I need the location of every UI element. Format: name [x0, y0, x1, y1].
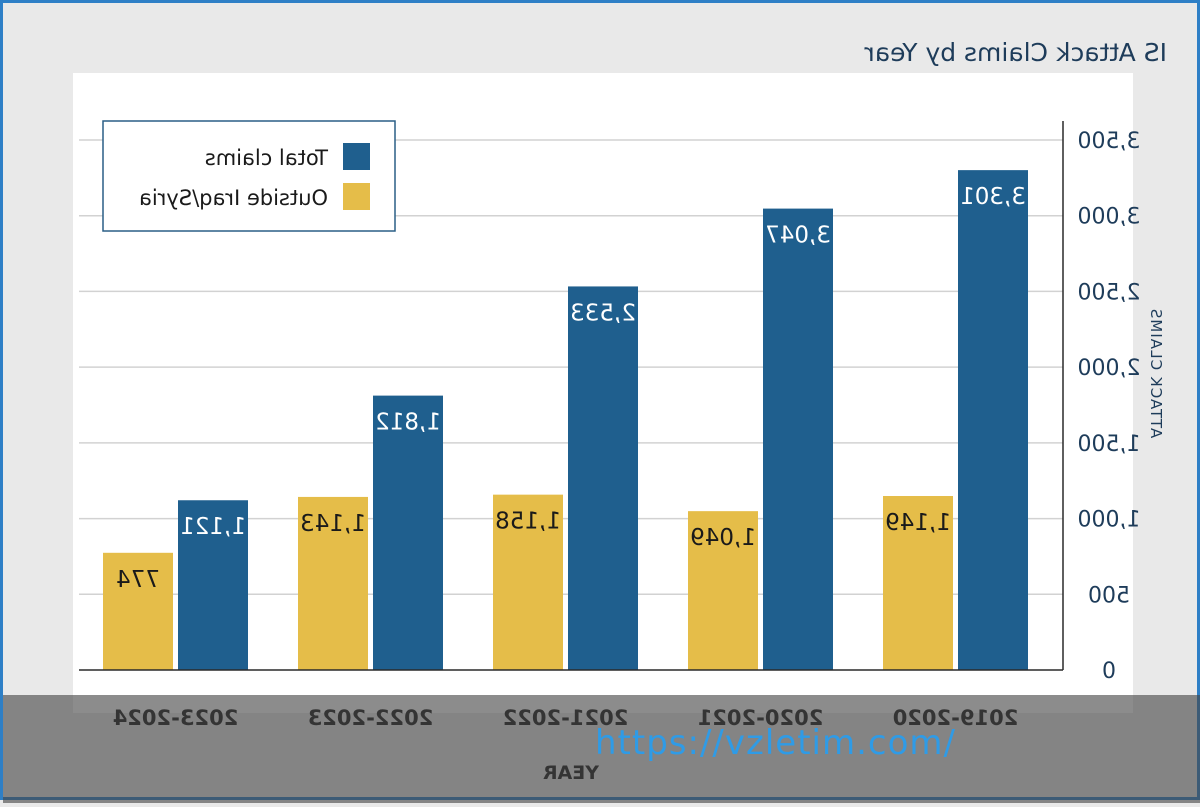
bar-outside-iraq-syria	[103, 552, 173, 670]
y-tick-label: 500	[1088, 583, 1130, 608]
data-label-total-claims: 1,812	[375, 410, 441, 436]
mirrored-chart: IS Attack Claims by Year 0 500 1,000 1,500 2…	[3, 3, 1200, 803]
watermark-link[interactable]: https://vzletim.com/	[595, 723, 956, 763]
bar-chart: IS Attack Claims by Year 0 500 1,000 1,500 2…	[73, 38, 1167, 784]
legend-swatch-total-claims	[343, 143, 370, 170]
y-tick-label: 1,500	[1078, 432, 1141, 457]
bar-outside-iraq-syria	[298, 496, 368, 670]
bar-total-claims	[763, 208, 833, 670]
legend-box	[102, 120, 396, 232]
legend-label-outside-iraq-syria: Outside Iraq/Syria	[139, 186, 328, 210]
y-axis: 0 500 1,000 1,500 2,000 2,500 3,000 3,500 ATTACK…	[1062, 121, 1165, 684]
bar-total-claims	[958, 170, 1028, 671]
y-tick-label: 3,500	[1078, 129, 1141, 154]
data-label-total-claims: 2,533	[570, 300, 636, 326]
bars: 3,301 1,149 3,047 1,049 2,533 1,158 1,812 1,143…	[103, 170, 1028, 671]
bar-total-claims	[568, 286, 638, 670]
y-tick-label: 1,000	[1078, 508, 1141, 533]
y-tick-label: 0	[1102, 659, 1116, 684]
y-axis-label: ATTACK CLAIMS	[1147, 308, 1165, 438]
data-label-outside-iraq-syria: 1,149	[885, 510, 951, 536]
legend-label-total-claims: Total claims	[205, 146, 329, 170]
y-tick-label: 2,500	[1078, 280, 1141, 305]
data-label-outside-iraq-syria: 1,158	[495, 509, 561, 535]
y-tick-label: 2,000	[1078, 356, 1141, 381]
data-label-outside-iraq-syria: 774	[116, 567, 160, 593]
chart-title: IS Attack Claims by Year	[864, 38, 1167, 67]
legend: Total claims Outside Iraq/Syria	[102, 120, 396, 232]
caption-overlay-band	[3, 695, 1200, 803]
data-label-outside-iraq-syria: 1,143	[300, 511, 366, 537]
legend-swatch-outside-iraq-syria	[343, 183, 370, 210]
bar-total-claims	[178, 500, 248, 670]
data-label-total-claims: 3,301	[960, 184, 1026, 210]
data-label-total-claims: 1,121	[180, 514, 246, 540]
bar-outside-iraq-syria	[493, 494, 563, 670]
data-label-outside-iraq-syria: 1,049	[690, 525, 756, 551]
y-tick-label: 3,000	[1078, 205, 1141, 230]
bar-total-claims	[373, 395, 443, 670]
bar-outside-iraq-syria	[688, 511, 758, 670]
data-label-total-claims: 3,047	[765, 223, 831, 249]
bar-outside-iraq-syria	[883, 496, 953, 670]
